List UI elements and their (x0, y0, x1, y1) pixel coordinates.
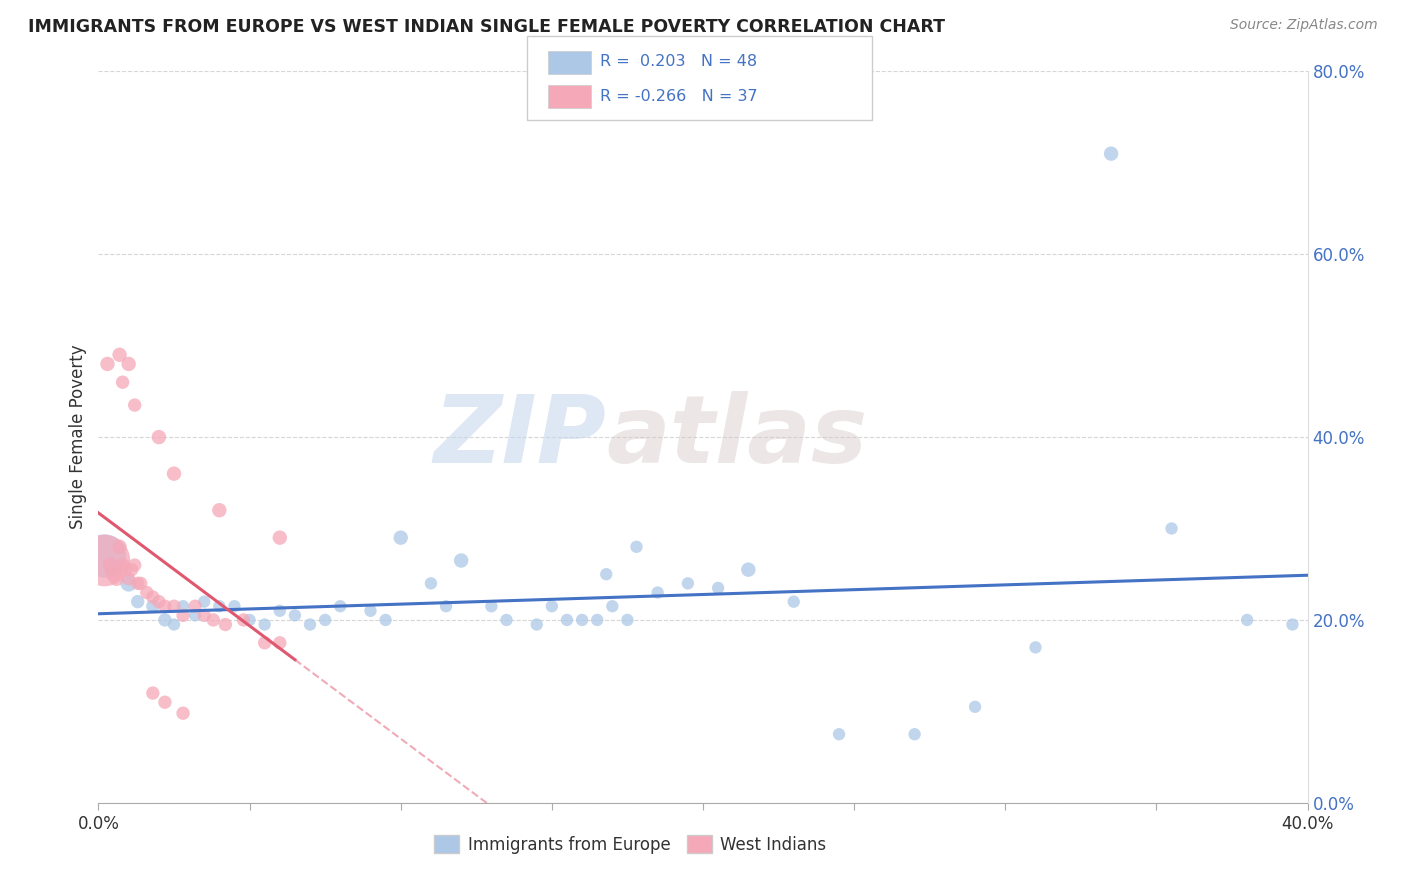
Text: R =  0.203   N = 48: R = 0.203 N = 48 (600, 54, 758, 69)
Point (329, 599, 352, 614)
Point (148, 594, 170, 608)
Point (707, 581, 730, 595)
Point (389, 531, 412, 545)
Point (269, 636, 291, 650)
Point (737, 563, 759, 577)
Point (495, 613, 517, 627)
Point (269, 531, 291, 545)
Point (232, 613, 254, 627)
Point (602, 599, 624, 614)
Point (129, 576, 152, 591)
Point (1236, 613, 1258, 627)
Point (208, 503, 231, 517)
Point (184, 599, 207, 614)
Point (269, 604, 291, 618)
Point (121, 563, 143, 577)
Point (118, 572, 141, 586)
Point (1160, 521, 1182, 535)
Point (153, 613, 176, 627)
Point (626, 540, 648, 554)
Point (828, 727, 851, 741)
Text: atlas: atlas (606, 391, 868, 483)
Point (284, 608, 307, 623)
Point (434, 599, 457, 614)
Point (142, 686, 165, 700)
Point (127, 594, 149, 608)
Point (540, 599, 562, 614)
Point (172, 706, 194, 721)
Point (420, 576, 443, 591)
Point (299, 617, 322, 632)
Point (96, 357, 118, 371)
Point (108, 540, 131, 554)
Point (450, 553, 472, 567)
Point (105, 572, 128, 586)
Text: IMMIGRANTS FROM EUROPE VS WEST INDIAN SINGLE FEMALE POVERTY CORRELATION CHART: IMMIGRANTS FROM EUROPE VS WEST INDIAN SI… (28, 18, 945, 36)
Point (586, 613, 609, 627)
Point (172, 608, 194, 623)
Point (647, 585, 669, 599)
Point (163, 617, 186, 632)
Point (253, 636, 276, 650)
Point (595, 567, 617, 582)
Point (172, 599, 194, 614)
Point (253, 617, 276, 632)
Point (153, 599, 176, 614)
Text: Source: ZipAtlas.com: Source: ZipAtlas.com (1230, 18, 1378, 32)
Point (124, 398, 146, 412)
Point (184, 608, 207, 623)
Point (118, 357, 141, 371)
Point (108, 348, 131, 362)
Point (224, 599, 246, 614)
Point (163, 599, 186, 614)
Point (124, 558, 146, 573)
Point (616, 613, 638, 627)
Point (526, 617, 548, 632)
Point (118, 576, 141, 591)
Point (93, 549, 115, 563)
Point (783, 594, 806, 608)
Point (111, 558, 134, 573)
Point (202, 613, 225, 627)
Point (374, 613, 396, 627)
Point (93, 553, 115, 567)
Point (193, 608, 215, 623)
Point (571, 613, 593, 627)
Point (360, 604, 382, 618)
Point (904, 727, 927, 741)
Point (676, 576, 699, 591)
Point (314, 613, 336, 627)
Point (481, 599, 503, 614)
Text: R = -0.266   N = 37: R = -0.266 N = 37 (600, 89, 758, 103)
Point (163, 467, 186, 481)
Point (1281, 617, 1303, 632)
Point (214, 617, 236, 632)
Point (103, 567, 125, 582)
Point (142, 599, 165, 614)
Point (153, 695, 176, 709)
Text: ZIP: ZIP (433, 391, 606, 483)
Point (208, 599, 231, 614)
Point (142, 590, 165, 604)
Point (111, 375, 134, 389)
Legend: Immigrants from Europe, West Indians: Immigrants from Europe, West Indians (427, 829, 834, 860)
Point (148, 430, 170, 444)
Y-axis label: Single Female Poverty: Single Female Poverty (69, 345, 87, 529)
Point (965, 699, 987, 714)
Point (1024, 640, 1046, 655)
Point (127, 576, 149, 591)
Point (1099, 146, 1122, 161)
Point (193, 594, 215, 608)
Point (100, 558, 122, 573)
Point (555, 613, 578, 627)
Point (239, 613, 262, 627)
Point (135, 585, 157, 599)
Point (114, 563, 136, 577)
